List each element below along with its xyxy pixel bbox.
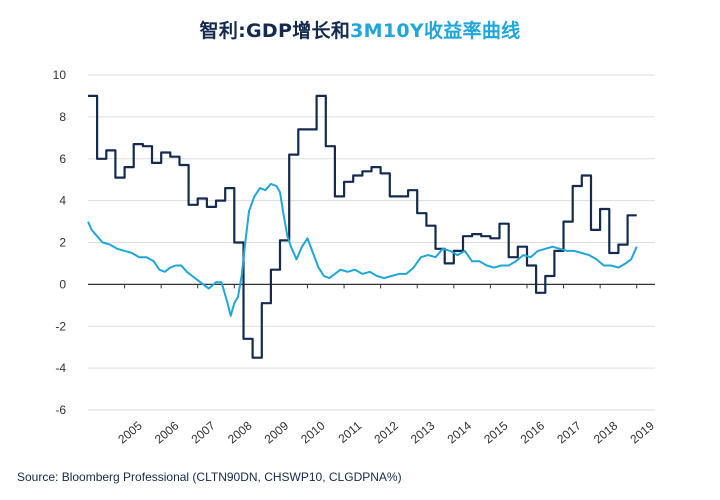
- y-axis: 10 8 6 4 2 0 -2 -4 -6: [53, 68, 67, 417]
- x-axis: 2005 2006 2007 2008 2009 2010 2011 2012 2013 2014…: [115, 418, 657, 446]
- x-tick-label: 2018: [591, 418, 621, 446]
- x-tick-label: 2005: [115, 418, 145, 446]
- x-tick-label: 2011: [336, 418, 365, 446]
- y-tick-label: 2: [59, 236, 66, 250]
- x-tick-label: 2015: [481, 418, 511, 446]
- y-tick-label: 10: [53, 68, 67, 82]
- x-tick-label: 2019: [627, 418, 657, 446]
- y-tick-label: 0: [59, 277, 66, 291]
- y-tick-label: -2: [55, 319, 66, 333]
- y-tick-label: 4: [59, 194, 66, 208]
- x-tick-label: 2009: [262, 418, 292, 446]
- chart-title-part1: 智利:GDP增长和: [199, 20, 351, 42]
- chart-title-part2: 3M10Y收益率曲线: [350, 20, 521, 42]
- y-tick-label: 8: [59, 110, 66, 124]
- grid-lines: [88, 74, 655, 411]
- x-tick-label: 2007: [189, 418, 219, 446]
- x-tick-label: 2013: [408, 418, 438, 446]
- x-tick-label: 2014: [445, 418, 475, 446]
- x-tick-label: 2008: [225, 418, 255, 446]
- x-tick-label: 2012: [371, 418, 401, 446]
- x-tick-label: 2006: [152, 418, 182, 446]
- x-tick-label: 2016: [518, 418, 548, 446]
- y-tick-label: -4: [55, 361, 66, 375]
- series-gdp-line: [88, 94, 637, 359]
- y-tick-label: -6: [55, 403, 66, 417]
- series-group: [87, 94, 638, 359]
- series-yield-curve-line: [87, 182, 638, 317]
- x-tick-label: 2017: [554, 418, 584, 446]
- y-tick-label: 6: [59, 152, 66, 166]
- source-note: Source: Bloomberg Professional (CLTN90DN…: [17, 470, 402, 484]
- x-tick-label: 2010: [298, 418, 328, 446]
- chart-title: 智利:GDP增长和3M10Y收益率曲线: [0, 16, 720, 43]
